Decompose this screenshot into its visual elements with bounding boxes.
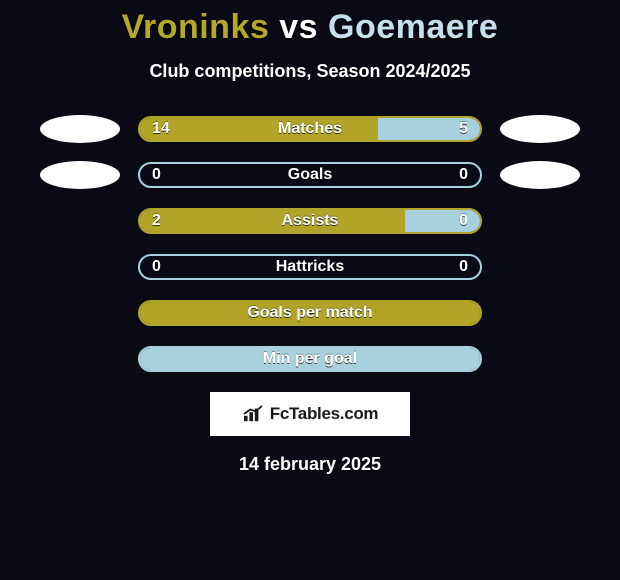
avatar-spacer <box>40 253 120 281</box>
avatar-spacer <box>40 207 120 235</box>
stat-row: Min per goal <box>0 346 620 372</box>
stat-label: Matches <box>140 118 480 140</box>
stat-label: Hattricks <box>140 256 480 278</box>
stat-label: Min per goal <box>140 348 480 370</box>
avatar-spacer <box>40 299 120 327</box>
stat-value-right: 0 <box>459 164 468 186</box>
avatar-left <box>40 161 120 189</box>
stat-row: 14Matches5 <box>0 116 620 142</box>
stat-value-right: 0 <box>459 256 468 278</box>
stat-label: Goals <box>140 164 480 186</box>
avatar-spacer <box>500 299 580 327</box>
chart-icon <box>242 405 264 423</box>
stat-value-right: 5 <box>459 118 468 140</box>
title-player2: Goemaere <box>328 8 498 46</box>
avatar-spacer <box>40 345 120 373</box>
stats-container: 14Matches50Goals02Assists00Hattricks0Goa… <box>0 116 620 372</box>
avatar-spacer <box>500 207 580 235</box>
date-label: 14 february 2025 <box>0 454 620 475</box>
avatar-right <box>500 115 580 143</box>
page-title: Vroninks vs Goemaere <box>0 8 620 47</box>
brand-logo: FcTables.com <box>210 392 410 436</box>
comparison-card: Vroninks vs Goemaere Club competitions, … <box>0 0 620 475</box>
title-player1: Vroninks <box>122 8 270 46</box>
avatar-left <box>40 115 120 143</box>
stat-bar: 0Hattricks0 <box>138 254 482 280</box>
title-vs: vs <box>279 8 318 46</box>
stat-row: 2Assists0 <box>0 208 620 234</box>
stat-label: Goals per match <box>140 302 480 324</box>
stat-row: Goals per match <box>0 300 620 326</box>
stat-bar: Min per goal <box>138 346 482 372</box>
stat-value-right: 0 <box>459 210 468 232</box>
stat-bar: 0Goals0 <box>138 162 482 188</box>
stat-label: Assists <box>140 210 480 232</box>
stat-bar: Goals per match <box>138 300 482 326</box>
stat-bar: 2Assists0 <box>138 208 482 234</box>
subtitle: Club competitions, Season 2024/2025 <box>0 61 620 82</box>
stat-bar: 14Matches5 <box>138 116 482 142</box>
stat-row: 0Hattricks0 <box>0 254 620 280</box>
logo-text: FcTables.com <box>270 404 379 424</box>
avatar-spacer <box>500 345 580 373</box>
stat-row: 0Goals0 <box>0 162 620 188</box>
avatar-right <box>500 161 580 189</box>
avatar-spacer <box>500 253 580 281</box>
